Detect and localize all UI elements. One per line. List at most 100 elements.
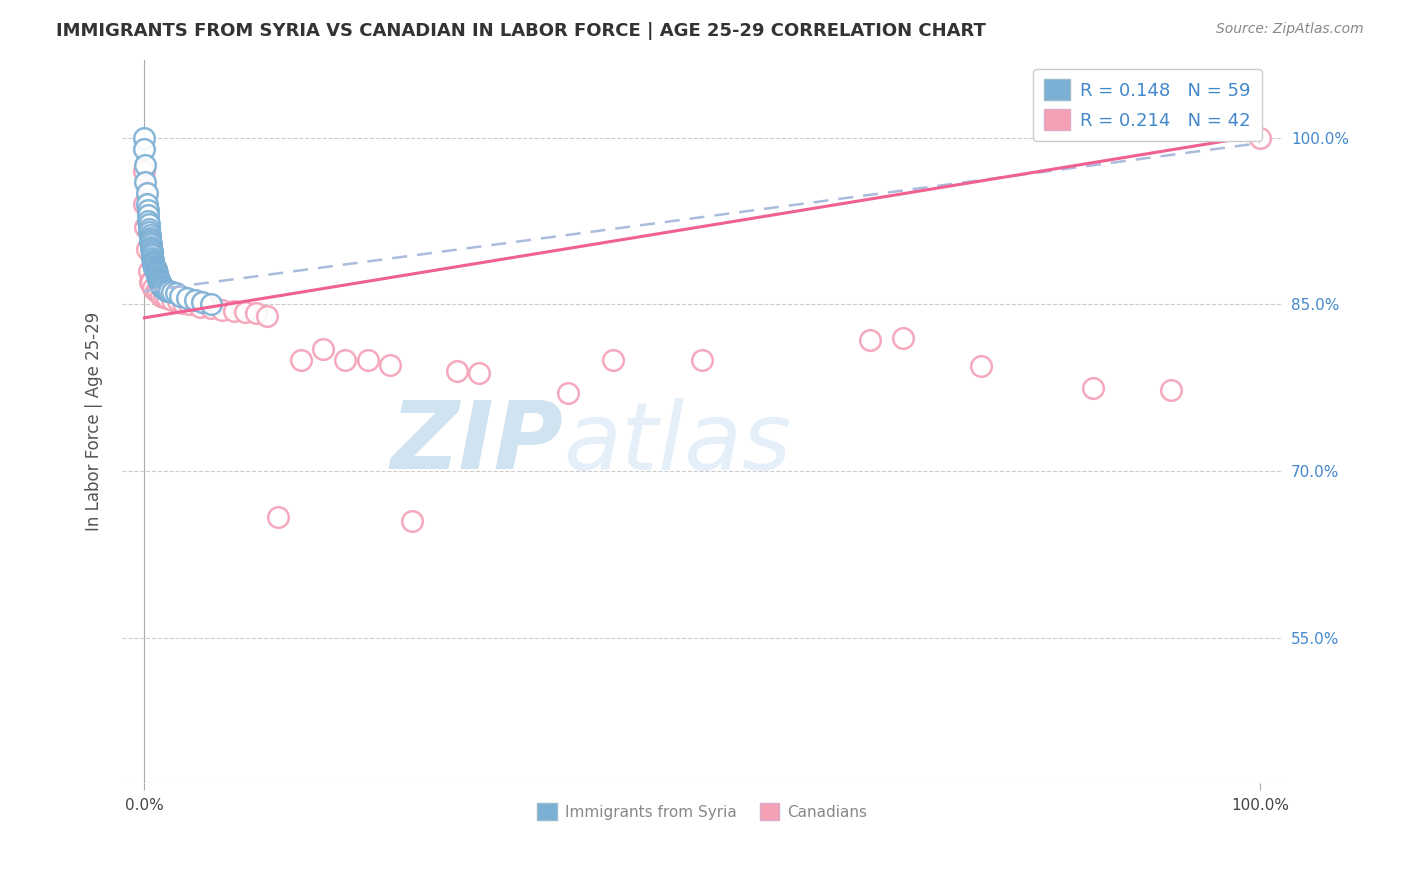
Point xyxy=(136,208,159,222)
Point xyxy=(145,265,167,279)
Point xyxy=(859,333,882,347)
Point xyxy=(146,272,169,286)
Point xyxy=(138,217,160,231)
Point xyxy=(156,284,179,298)
Point xyxy=(141,246,163,260)
Point xyxy=(891,331,914,345)
Point xyxy=(138,225,160,239)
Point xyxy=(267,510,290,524)
Point xyxy=(145,268,167,282)
Point xyxy=(139,242,162,256)
Point xyxy=(169,288,191,302)
Text: atlas: atlas xyxy=(562,398,792,489)
Point xyxy=(145,284,167,298)
Point xyxy=(145,266,167,280)
Point xyxy=(139,230,162,244)
Point xyxy=(188,300,211,314)
Point xyxy=(139,235,162,249)
Point xyxy=(156,291,179,305)
Point xyxy=(134,142,156,156)
Point xyxy=(146,269,169,284)
Y-axis label: In Labor Force | Age 25-29: In Labor Force | Age 25-29 xyxy=(86,311,103,531)
Point xyxy=(290,353,312,368)
Point xyxy=(335,353,357,368)
Point xyxy=(142,252,165,267)
Point xyxy=(149,277,172,291)
Point xyxy=(446,364,468,378)
Point xyxy=(183,293,205,307)
Point xyxy=(139,237,162,252)
Point xyxy=(136,202,159,217)
Point xyxy=(162,293,184,307)
Point xyxy=(141,244,163,258)
Point xyxy=(134,158,156,172)
Point xyxy=(145,268,167,283)
Text: IMMIGRANTS FROM SYRIA VS CANADIAN IN LABOR FORCE | AGE 25-29 CORRELATION CHART: IMMIGRANTS FROM SYRIA VS CANADIAN IN LAB… xyxy=(56,22,986,40)
Text: ZIP: ZIP xyxy=(389,397,562,489)
Point xyxy=(145,261,167,276)
Point xyxy=(139,228,162,243)
Point xyxy=(134,219,156,234)
Point xyxy=(245,306,267,320)
Point xyxy=(142,281,165,295)
Point xyxy=(165,286,187,301)
Point xyxy=(135,186,157,201)
Point xyxy=(356,353,378,368)
Point xyxy=(150,288,173,302)
Point xyxy=(141,251,163,265)
Point xyxy=(136,214,159,228)
Point xyxy=(211,303,233,318)
Point xyxy=(256,309,278,323)
Point xyxy=(200,297,222,311)
Point xyxy=(1081,381,1104,395)
Point xyxy=(135,197,157,211)
Point xyxy=(166,294,188,309)
Point xyxy=(233,305,256,319)
Point xyxy=(142,255,165,269)
Point xyxy=(139,239,162,253)
Point xyxy=(134,130,156,145)
Point xyxy=(139,233,162,247)
Point xyxy=(690,353,713,368)
Point xyxy=(176,291,198,305)
Point xyxy=(141,248,163,262)
Point xyxy=(134,197,156,211)
Point xyxy=(150,279,173,293)
Point xyxy=(191,295,214,310)
Point xyxy=(157,284,180,298)
Point xyxy=(200,301,222,315)
Point xyxy=(177,297,200,311)
Point xyxy=(378,358,401,372)
Point xyxy=(602,353,624,368)
Point xyxy=(149,275,172,289)
Point xyxy=(152,281,174,295)
Legend: Immigrants from Syria, Canadians: Immigrants from Syria, Canadians xyxy=(531,797,873,826)
Point xyxy=(135,242,157,256)
Point xyxy=(143,260,166,275)
Point xyxy=(143,260,166,274)
Point xyxy=(1160,383,1182,397)
Text: Source: ZipAtlas.com: Source: ZipAtlas.com xyxy=(1216,22,1364,37)
Point xyxy=(222,304,245,318)
Point xyxy=(146,284,169,298)
Point xyxy=(150,278,173,293)
Point xyxy=(134,164,156,178)
Point xyxy=(150,277,173,292)
Point xyxy=(468,367,491,381)
Point xyxy=(148,274,170,288)
Point xyxy=(162,285,184,300)
Point xyxy=(312,342,335,356)
Point xyxy=(138,221,160,235)
Point xyxy=(1249,130,1271,145)
Point xyxy=(142,256,165,270)
Point xyxy=(146,270,169,285)
Point xyxy=(139,275,162,289)
Point xyxy=(148,273,170,287)
Point xyxy=(557,386,579,401)
Point xyxy=(142,257,165,271)
Point xyxy=(143,259,166,273)
Point xyxy=(401,515,423,529)
Point xyxy=(172,296,194,310)
Point xyxy=(139,275,162,289)
Point xyxy=(153,282,176,296)
